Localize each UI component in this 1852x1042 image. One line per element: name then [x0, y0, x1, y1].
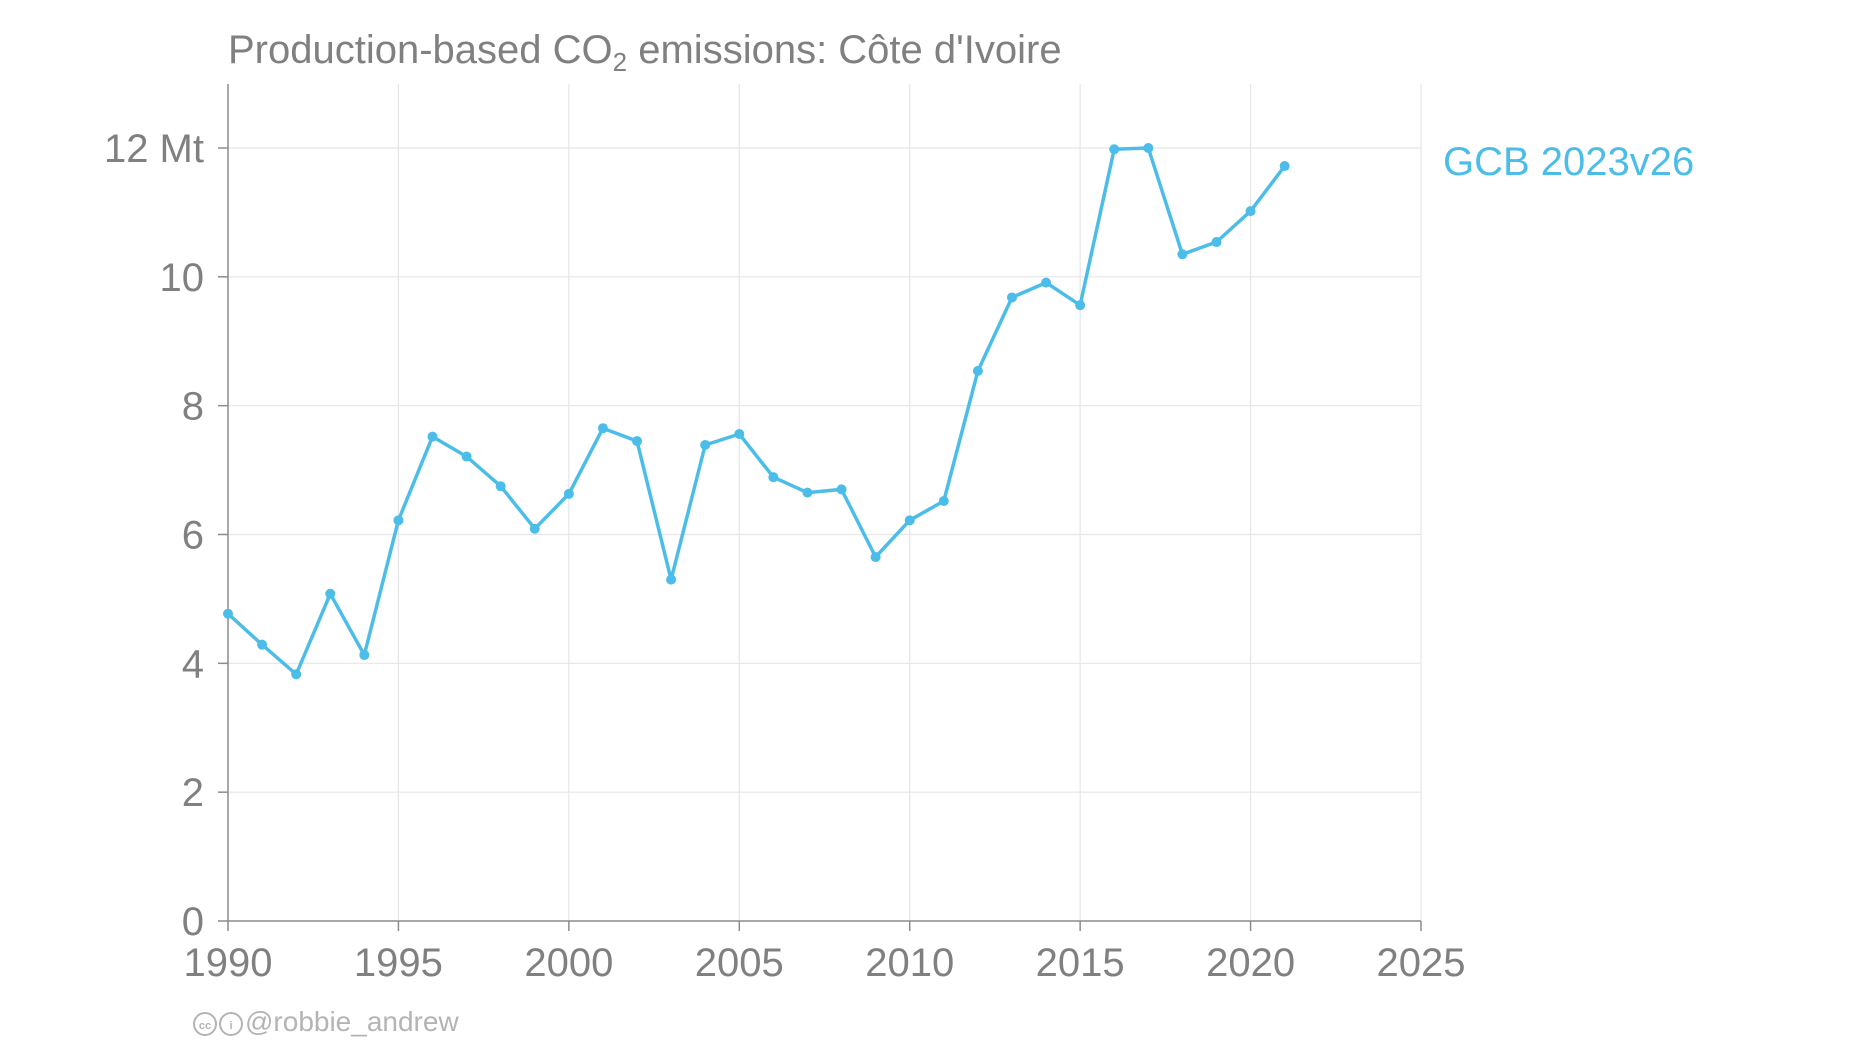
data-point [904, 515, 915, 526]
data-point [1041, 277, 1052, 288]
x-tick-label: 2010 [865, 941, 954, 985]
data-point [836, 484, 847, 495]
data-point [802, 487, 813, 498]
data-point [1006, 292, 1017, 303]
series-line [226, 146, 1287, 677]
data-point [359, 649, 370, 660]
data-point [495, 481, 506, 492]
x-tick-label: 2005 [695, 941, 784, 985]
data-point [1279, 161, 1290, 172]
data-point [870, 552, 881, 563]
data-point [223, 608, 233, 619]
data-point [768, 472, 779, 483]
data-point [597, 423, 608, 434]
by-icon: i [219, 1012, 243, 1036]
y-tick-label: 8 [182, 385, 204, 429]
data-point [1143, 143, 1154, 153]
data-point [427, 431, 438, 442]
data-point [1177, 249, 1188, 260]
data-point [529, 523, 540, 534]
data-point [1211, 237, 1222, 248]
data-point [938, 496, 949, 507]
y-tick-label: 12 Mt [104, 127, 204, 171]
data-point [734, 429, 745, 440]
x-tick-label: 1995 [354, 941, 443, 985]
data-point [393, 515, 404, 526]
data-point [1075, 300, 1086, 311]
data-point [972, 365, 983, 376]
y-tick-label: 2 [182, 771, 204, 815]
x-tick-label: 2000 [524, 941, 613, 985]
x-tick-label: 2025 [1377, 941, 1466, 985]
x-tick-label: 2015 [1036, 941, 1125, 985]
credit: cc i @robbie_andrew [193, 1006, 459, 1038]
data-point [666, 574, 677, 585]
x-tick-label: 1990 [184, 941, 273, 985]
data-point [257, 639, 268, 650]
y-tick-label: 6 [182, 514, 204, 558]
y-tick-label: 10 [160, 256, 205, 300]
legend-entry: GCB 2023v26 [1443, 140, 1694, 185]
data-point [632, 436, 643, 447]
data-point [461, 451, 472, 462]
x-tick-label: 2020 [1206, 941, 1295, 985]
data-point [700, 439, 711, 450]
data-point [1109, 144, 1120, 155]
data-point [563, 488, 574, 499]
data-point [1245, 206, 1256, 217]
cc-icon: cc [193, 1012, 217, 1036]
credit-handle: @robbie_andrew [245, 1006, 459, 1037]
data-point [325, 588, 336, 599]
y-tick-label: 4 [182, 642, 204, 686]
data-point [291, 669, 302, 680]
chart-title: Production-based CO2 emissions: Côte d'I… [228, 28, 1062, 77]
legend-label: GCB 2023v26 [1443, 140, 1695, 184]
y-tick-label: 0 [182, 900, 204, 944]
